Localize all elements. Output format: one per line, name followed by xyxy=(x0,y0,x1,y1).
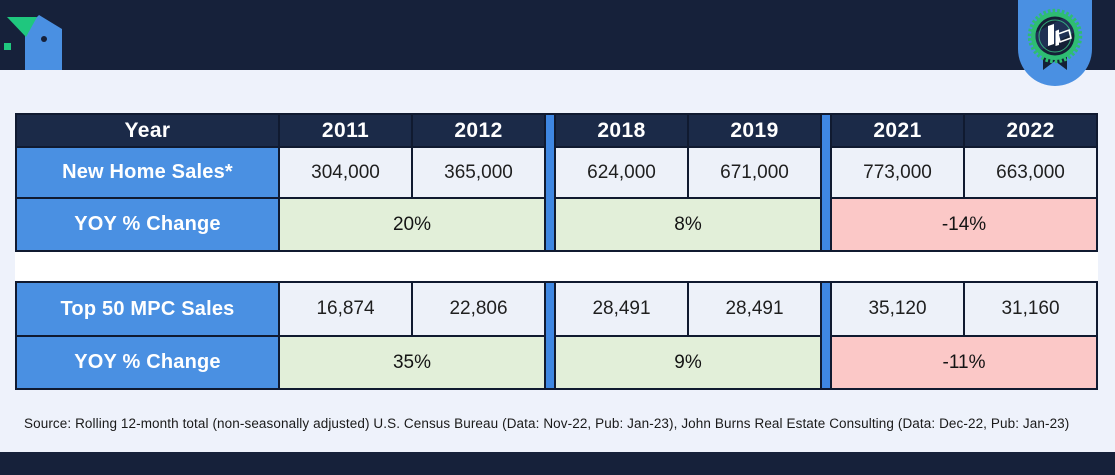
value-cell: 365,000 xyxy=(413,148,544,197)
year-group-separator xyxy=(546,283,554,388)
value-cell: 35,120 xyxy=(832,283,963,335)
value-cell: 22,806 xyxy=(413,283,544,335)
value-cell: 28,491 xyxy=(556,283,687,335)
year-group-separator xyxy=(822,115,830,250)
year-header-2011: 2011 xyxy=(280,115,411,146)
value-cell: 16,874 xyxy=(280,283,411,335)
source-attribution-note: Source: Rolling 12-month total (non-seas… xyxy=(24,416,1070,431)
value-cell: 624,000 xyxy=(556,148,687,197)
home-tag-logo-icon xyxy=(0,0,70,70)
row-label-new-home-sales: New Home Sales* xyxy=(17,148,278,197)
top-50-mpc-sales-table: Top 50 MPC Sales 16,874 22,806 28,491 28… xyxy=(15,281,1098,390)
row-label-yoy-change: YOY % Change xyxy=(17,199,278,250)
row-label-yoy-change: YOY % Change xyxy=(17,337,278,388)
value-cell: 31,160 xyxy=(965,283,1096,335)
new-home-sales-table: Year 2011 2012 2018 2019 2021 2022 New H… xyxy=(15,113,1098,252)
yoy-cell-negative: -14% xyxy=(832,199,1096,250)
value-cell: 28,491 xyxy=(689,283,820,335)
bottom-footer-bar xyxy=(0,452,1115,475)
award-ribbon-badge xyxy=(1018,0,1092,86)
yoy-cell-positive: 35% xyxy=(280,337,544,388)
award-seal-badge-icon xyxy=(1027,8,1083,70)
yoy-cell-positive: 20% xyxy=(280,199,544,250)
year-header-2021: 2021 xyxy=(832,115,963,146)
yoy-cell-negative: -11% xyxy=(832,337,1096,388)
value-cell: 663,000 xyxy=(965,148,1096,197)
yoy-cell-positive: 8% xyxy=(556,199,820,250)
row-label-top-50-mpc-sales: Top 50 MPC Sales xyxy=(17,283,278,335)
year-header-2018: 2018 xyxy=(556,115,687,146)
value-cell: 671,000 xyxy=(689,148,820,197)
table-gap-strip xyxy=(15,252,1098,281)
top-header-bar xyxy=(0,0,1115,70)
year-header-2019: 2019 xyxy=(689,115,820,146)
home-tag-logo-svg xyxy=(4,15,62,70)
year-group-separator xyxy=(822,283,830,388)
year-header-2012: 2012 xyxy=(413,115,544,146)
yoy-cell-positive: 9% xyxy=(556,337,820,388)
year-corner-header: Year xyxy=(17,115,278,146)
value-cell: 773,000 xyxy=(832,148,963,197)
year-header-2022: 2022 xyxy=(965,115,1096,146)
year-group-separator xyxy=(546,115,554,250)
value-cell: 304,000 xyxy=(280,148,411,197)
